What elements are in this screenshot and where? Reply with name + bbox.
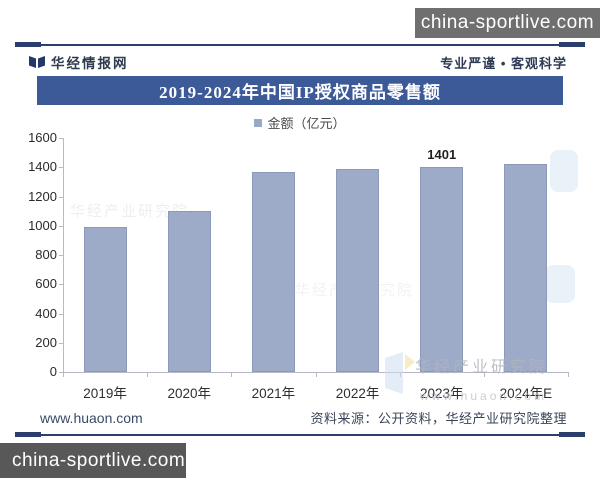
x-tick-mark (147, 373, 149, 377)
footer-source-note: 资料来源：公开资料，华经产业研究院整理 (310, 411, 567, 426)
y-tick-label: 200 (35, 334, 57, 350)
brand-name: 华经情报网 (51, 56, 129, 71)
chart-title: 2019-2024年中国IP授权商品零售额 (159, 83, 441, 102)
bottom-border-cap-left (15, 432, 41, 437)
huaon-watermark-logo-icon (381, 350, 419, 405)
y-tick-mark (59, 313, 63, 315)
watermark-site-top-text: china-sportlive.com (420, 12, 595, 33)
bottom-border-cap-right (559, 432, 585, 437)
x-tick-label: 2024年E (499, 386, 553, 401)
huaon-watermark-name: 华经产业研究院 (415, 359, 549, 376)
watermark-site-bottom: china-sportlive.com (0, 443, 186, 478)
bar-2023年 (420, 167, 464, 372)
bar-2020年 (167, 211, 211, 372)
top-border-line (15, 42, 585, 47)
y-tick-mark (59, 342, 63, 344)
y-tick-label: 1400 (28, 159, 57, 175)
plot-area (63, 138, 569, 373)
legend-marker-icon (254, 118, 263, 127)
x-tick-label: 2021年 (251, 386, 296, 401)
bar-2021年 (251, 171, 295, 372)
watermark-site-bottom-text: china-sportlive.com (12, 449, 186, 471)
y-tick-label: 800 (35, 247, 57, 262)
bar-2024年E (504, 163, 548, 372)
y-tick-label: 600 (35, 276, 57, 292)
watermark-site-top: china-sportlive.com (415, 8, 600, 38)
y-tick-label: 1000 (28, 217, 57, 233)
y-tick-mark (59, 196, 63, 198)
footer-site-url: www.huaon.com (40, 409, 143, 426)
y-tick-mark (59, 255, 63, 256)
bar-value-label: 1401 (427, 147, 457, 163)
brand-logo-icon (29, 55, 45, 69)
legend-label: 金额（亿元） (267, 116, 346, 131)
chart-title-banner: 2019-2024年中国IP授权商品零售额 (37, 76, 563, 105)
top-border-cap-left (15, 42, 41, 47)
brand-row: 华经情报网 专业严谨 • 客观科学 (29, 53, 567, 71)
y-tick-mark (59, 167, 63, 169)
background-watermark-text: 华经产业研究院 (70, 203, 190, 220)
footer-row: www.huaon.com 资料来源：公开资料，华经产业研究院整理 (40, 408, 567, 427)
y-tick-label: 0 (49, 364, 57, 379)
x-tick-label: 2020年 (167, 386, 211, 401)
x-tick-mark (231, 373, 233, 377)
bar-2022年 (336, 168, 380, 372)
x-tick-label: 2019年 (83, 386, 127, 401)
x-tick-mark (483, 373, 485, 377)
top-border-cap-right (559, 42, 585, 47)
legend: 金额（亿元） (15, 113, 585, 132)
y-tick-mark (59, 284, 63, 286)
x-tick-label: 2022年 (335, 386, 380, 401)
bar-2019年 (83, 227, 127, 372)
y-tick-label: 1600 (28, 130, 57, 145)
y-tick-mark (59, 225, 63, 227)
y-tick-mark (59, 138, 63, 139)
x-tick-mark (63, 373, 64, 377)
background-watermark-shape (545, 265, 575, 303)
chart-card: 华经情报网 专业严谨 • 客观科学 2019-2024年中国IP授权商品零售额 … (15, 42, 585, 437)
background-watermark-shape (550, 150, 578, 192)
y-tick-label: 400 (35, 305, 57, 321)
huaon-watermark-url: www.huaon.com (420, 389, 548, 403)
x-tick-mark (315, 373, 317, 377)
y-tick-label: 1200 (28, 188, 57, 204)
x-tick-label: 2023年 (419, 386, 464, 401)
x-tick-mark (568, 373, 569, 377)
y-tick-mark (59, 372, 63, 373)
bottom-border-line (15, 432, 585, 437)
brand-slogan: 专业严谨 • 客观科学 (440, 55, 567, 71)
